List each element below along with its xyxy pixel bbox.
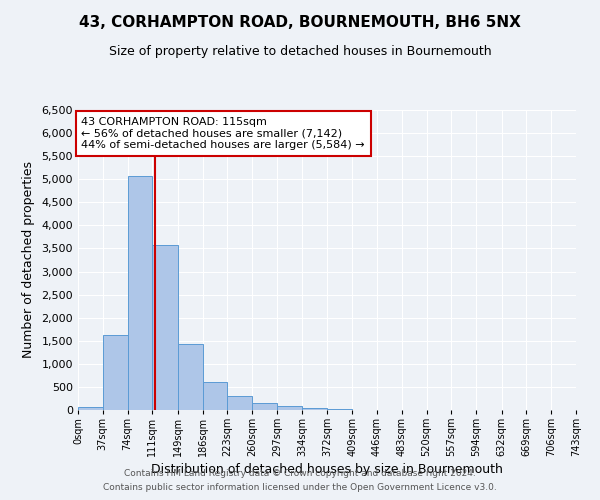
Bar [78, 407, 103, 410]
Bar [203, 382, 227, 410]
Bar [227, 396, 252, 410]
Bar [103, 335, 128, 410]
Bar [128, 176, 152, 410]
Bar [178, 344, 203, 410]
Text: Contains public sector information licensed under the Open Government Licence v3: Contains public sector information licen… [103, 484, 497, 492]
Text: 43, CORHAMPTON ROAD, BOURNEMOUTH, BH6 5NX: 43, CORHAMPTON ROAD, BOURNEMOUTH, BH6 5N… [79, 15, 521, 30]
Bar [302, 408, 328, 410]
Bar [152, 245, 178, 410]
Text: Contains HM Land Registry data © Crown copyright and database right 2024.: Contains HM Land Registry data © Crown c… [124, 468, 476, 477]
Bar [252, 403, 277, 410]
Text: Size of property relative to detached houses in Bournemouth: Size of property relative to detached ho… [109, 45, 491, 58]
Bar [277, 406, 302, 410]
Y-axis label: Number of detached properties: Number of detached properties [22, 162, 35, 358]
X-axis label: Distribution of detached houses by size in Bournemouth: Distribution of detached houses by size … [151, 464, 503, 476]
Bar [328, 409, 352, 410]
Text: 43 CORHAMPTON ROAD: 115sqm
← 56% of detached houses are smaller (7,142)
44% of s: 43 CORHAMPTON ROAD: 115sqm ← 56% of deta… [82, 117, 365, 150]
